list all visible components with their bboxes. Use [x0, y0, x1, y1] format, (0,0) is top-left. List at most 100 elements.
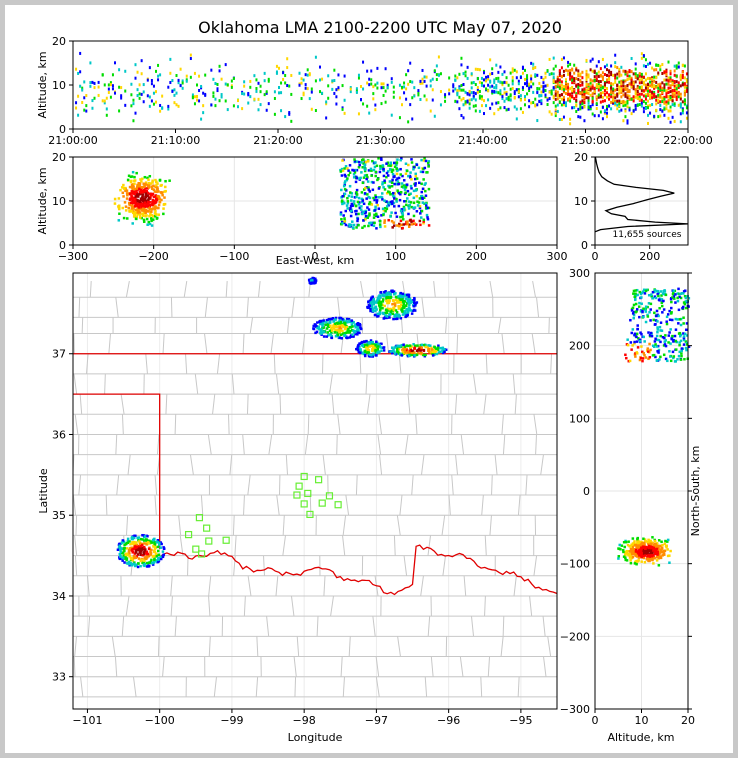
time-source — [495, 86, 498, 90]
county-line — [448, 495, 451, 516]
ns-source — [676, 296, 679, 300]
ns-source — [633, 333, 636, 337]
county-line — [396, 515, 401, 536]
time-source — [591, 69, 594, 73]
ew-source — [404, 199, 408, 203]
ew-source — [392, 201, 395, 205]
ns-source — [637, 305, 641, 308]
ew-source — [355, 176, 359, 180]
plan-source — [393, 302, 397, 306]
county-line — [460, 434, 465, 455]
time-source — [569, 68, 572, 72]
lma-station-marker — [203, 524, 211, 532]
plan-source — [397, 301, 400, 304]
ns-source — [633, 332, 637, 336]
ns-source — [650, 551, 654, 555]
ew-source — [147, 181, 151, 185]
time-source — [380, 102, 383, 106]
ew-source — [410, 161, 414, 164]
time-source — [495, 90, 498, 94]
time-source — [583, 101, 586, 105]
ns-height-ytick-label: 200 — [569, 340, 590, 353]
time-source — [558, 95, 561, 99]
time-source — [464, 70, 467, 74]
time-source — [587, 83, 590, 87]
ew-source — [424, 189, 427, 193]
ns-source — [674, 301, 677, 304]
time-source — [620, 73, 623, 77]
plan-source — [328, 329, 332, 333]
ns-source — [630, 348, 633, 351]
time-source — [558, 74, 561, 78]
ns-source — [632, 292, 635, 295]
time-source — [659, 85, 662, 89]
plan-source — [397, 347, 401, 351]
ew-source — [130, 195, 134, 198]
time-source — [620, 100, 623, 104]
plan-source — [139, 559, 143, 562]
time-source — [679, 73, 682, 77]
time-source — [505, 108, 508, 112]
time-source — [413, 94, 416, 98]
ns-source — [644, 547, 647, 550]
time-source — [659, 88, 662, 92]
time-source — [626, 121, 629, 125]
time-source — [470, 86, 473, 90]
time-source — [612, 99, 615, 103]
plan-source — [372, 347, 375, 351]
ns-source — [678, 318, 682, 321]
time-source — [273, 112, 276, 116]
time-source — [130, 93, 133, 97]
ns-source — [640, 555, 644, 559]
time-source — [644, 88, 647, 92]
ns-source — [659, 321, 663, 324]
ew-source — [427, 206, 431, 210]
ns-source — [672, 295, 676, 298]
ns-source — [623, 545, 626, 549]
ew-source — [138, 216, 142, 219]
plan-source — [353, 331, 356, 334]
ns-source — [680, 352, 683, 355]
time-source — [622, 93, 625, 97]
time-source — [220, 95, 223, 99]
ew-source — [399, 219, 403, 223]
ew-source — [392, 191, 395, 195]
time-source — [249, 85, 252, 89]
plan-source — [341, 317, 344, 321]
time-source — [485, 104, 488, 108]
ew-source — [351, 220, 354, 223]
time-source — [567, 97, 570, 101]
time-source — [275, 71, 278, 75]
county-line — [375, 676, 380, 697]
time-source — [651, 85, 654, 89]
ew-source — [379, 195, 383, 199]
time-source — [519, 107, 522, 111]
time-source — [470, 72, 473, 76]
ew-source — [134, 198, 138, 201]
ew-source — [356, 219, 359, 223]
ew-source — [140, 207, 144, 210]
time-source — [302, 91, 305, 95]
ns-source — [631, 547, 635, 551]
county-line — [296, 636, 300, 657]
time-source — [288, 112, 291, 116]
time-source — [114, 91, 116, 95]
time-source — [669, 86, 672, 90]
plan-source — [402, 302, 406, 306]
time-source — [472, 81, 475, 85]
time-source — [513, 90, 516, 94]
time-source — [456, 100, 459, 104]
plan-source — [128, 552, 131, 555]
ns-source — [653, 290, 656, 294]
time-source — [214, 97, 217, 101]
plan-view-xtick-label: −97 — [365, 714, 388, 727]
time-source — [435, 64, 438, 68]
time-source — [75, 101, 78, 105]
time-source — [669, 98, 672, 102]
county-line — [427, 535, 432, 556]
ew-source — [381, 207, 385, 211]
ew-source — [157, 195, 161, 198]
time-source — [608, 74, 611, 78]
time-source — [569, 87, 572, 91]
time-source — [325, 100, 328, 104]
